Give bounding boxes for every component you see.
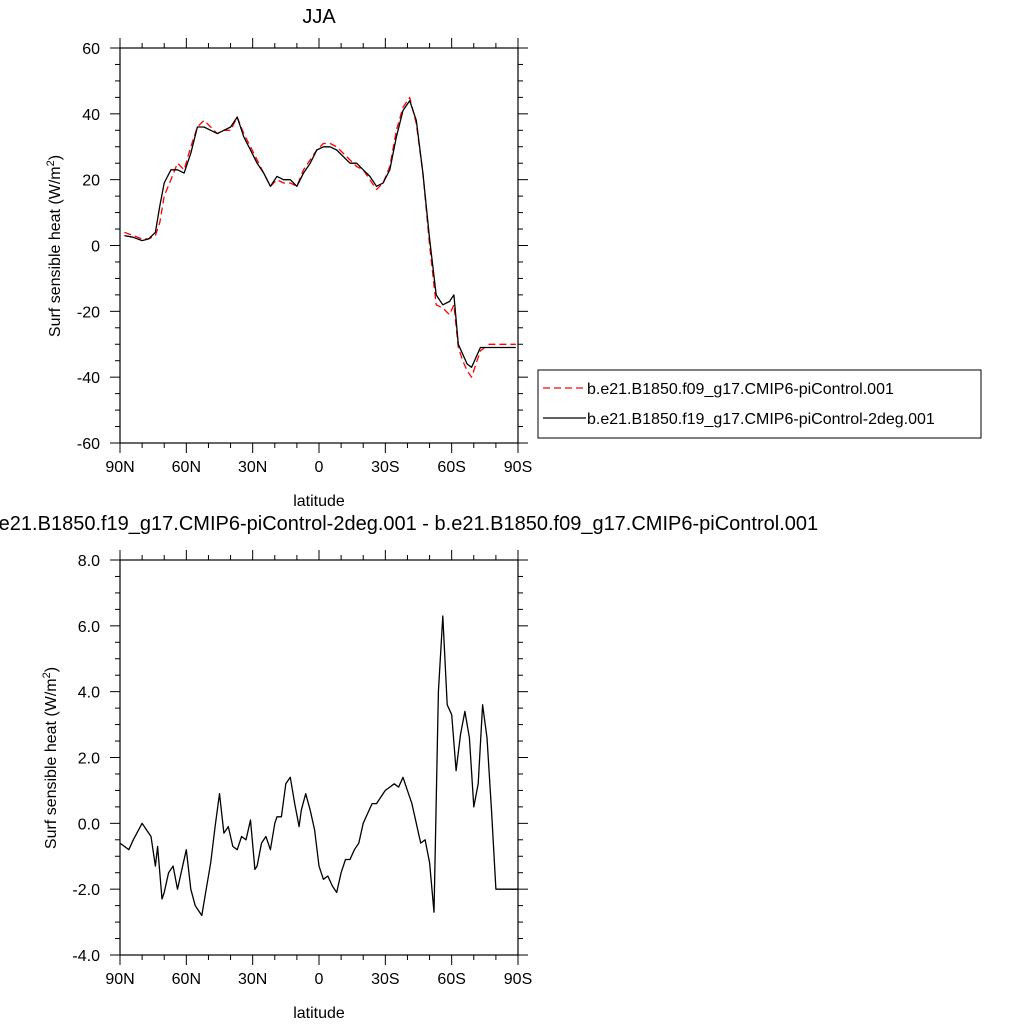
top-y-axis-label-tail: ) xyxy=(47,155,64,160)
bottom-y-tick-label: 2.0 xyxy=(78,751,100,768)
legend-box xyxy=(537,369,982,439)
bottom-y-axis-label-tail: ) xyxy=(43,667,60,672)
bottom-series-line-0 xyxy=(119,615,518,917)
top-y-tick-label: -60 xyxy=(77,436,100,453)
bottom-y-tick-label: 6.0 xyxy=(78,619,100,636)
bottom-x-tick-label: 30N xyxy=(238,971,267,988)
bottom-x-tick-label: 60S xyxy=(437,971,465,988)
bottom-x-tick-label: 90N xyxy=(105,971,134,988)
top-x-tick-label: 30S xyxy=(371,459,399,476)
bottom-x-tick-label: 90S xyxy=(504,971,532,988)
bottom-y-tick-label: 4.0 xyxy=(78,685,100,702)
top-y-tick-label: 20 xyxy=(82,173,100,190)
top-y-tick-label: -20 xyxy=(77,304,100,321)
top-y-tick-label: 60 xyxy=(82,41,100,58)
bottom-y-tick-label: -2.0 xyxy=(72,882,100,899)
top-x-tick-label: 60S xyxy=(437,459,465,476)
top-chart-title: JJA xyxy=(302,6,336,28)
bottom-y-axis-label-sup: 2 xyxy=(41,672,53,678)
bottom-x-tick-label: 60N xyxy=(172,971,201,988)
bottom-major-ticks xyxy=(110,550,528,965)
top-y-axis-label-sup: 2 xyxy=(45,160,57,166)
top-x-tick-label: 60N xyxy=(172,459,201,476)
bottom-x-tick-label: 30S xyxy=(371,971,399,988)
legend: b.e21.B1850.f09_g17.CMIP6-piControl.001 … xyxy=(537,369,982,439)
top-x-tick-label: 0 xyxy=(315,459,324,476)
bottom-x-tick-label: 0 xyxy=(315,971,324,988)
bottom-y-tick-label: -4.0 xyxy=(72,948,100,965)
top-panel: JJA 90N 60N 30N 0 30S 60S 90S-60-40-200204060 … xyxy=(45,6,982,510)
bottom-y-axis-label-main: Surf sensible heat (W/m xyxy=(43,678,60,849)
top-x-axis-label: latitude xyxy=(293,493,345,510)
top-y-tick-label: 0 xyxy=(91,239,100,256)
bottom-y-tick-label: 8.0 xyxy=(78,553,100,570)
top-y-tick-label: -40 xyxy=(77,370,100,387)
top-series-line-1 xyxy=(124,100,516,368)
top-x-tick-label: 30N xyxy=(238,459,267,476)
top-minor-ticks xyxy=(115,43,523,448)
bottom-y-axis-label: Surf sensible heat (W/m2) xyxy=(41,667,60,849)
legend-label-series-1: b.e21.B1850.f19_g17.CMIP6-piControl-2deg… xyxy=(587,411,935,428)
top-tick-labels: 90N 60N 30N 0 30S 60S 90S -60 -40 -20 0 20 40 60 xyxy=(77,41,532,476)
top-major-ticks xyxy=(110,38,528,453)
top-x-tick-label: 90S xyxy=(504,459,532,476)
bottom-chart-title: b.e21.B1850.f19_g17.CMIP6-piControl-2deg… xyxy=(0,513,818,535)
bottom-tick-labels: 90N 60N 30N 0 30S 60S 90S -4.0 -2.0 0.0 2.0 4.0 6.0 8… xyxy=(72,553,532,988)
bottom-x-axis-label: latitude xyxy=(293,1005,345,1022)
top-y-axis-label: Surf sensible heat (W/m2) xyxy=(45,155,64,337)
legend-label-series-0: b.e21.B1850.f09_g17.CMIP6-piControl.001 xyxy=(587,381,894,398)
bottom-minor-ticks xyxy=(115,555,523,960)
top-series-group xyxy=(124,96,516,378)
top-y-axis-label-main: Surf sensible heat (W/m xyxy=(47,166,64,337)
bottom-y-tick-label: 0.0 xyxy=(78,816,100,833)
top-plot-frame xyxy=(119,47,519,444)
bottom-panel: b.e21.B1850.f19_g17.CMIP6-piControl-2deg… xyxy=(0,513,818,1022)
top-y-tick-label: 40 xyxy=(82,107,100,124)
top-x-tick-label: 90N xyxy=(105,459,134,476)
bottom-series-group xyxy=(119,615,518,917)
